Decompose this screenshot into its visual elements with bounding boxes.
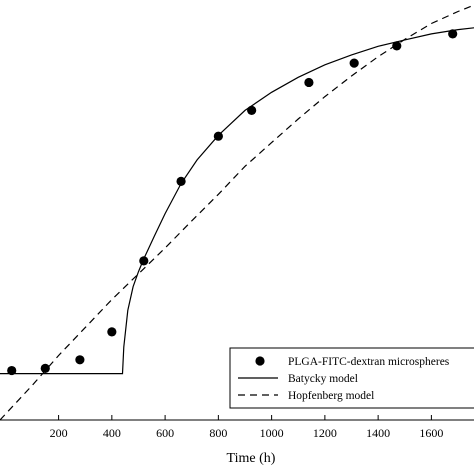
data-point	[247, 105, 257, 115]
data-point	[213, 131, 223, 141]
x-tick-label: 800	[209, 426, 227, 440]
x-tick-label: 200	[50, 426, 68, 440]
data-point	[349, 58, 359, 68]
series-layer	[0, 4, 474, 421]
x-tick-label: 1400	[366, 426, 390, 440]
legend: PLGA-FITC-dextran microspheres Batycky mo…	[229, 347, 474, 409]
data-point	[392, 41, 402, 51]
data-point	[75, 355, 85, 365]
batycky-model-line	[0, 27, 474, 375]
data-point	[448, 29, 458, 39]
data-point	[176, 176, 186, 186]
x-tick-label: 1000	[260, 426, 284, 440]
x-axis-label: Time (h)	[227, 451, 276, 466]
data-point	[7, 365, 17, 376]
data-point	[107, 327, 117, 337]
x-tick-label: 400	[103, 426, 121, 440]
x-tick-label: 600	[156, 426, 174, 440]
legend-label: PLGA-FITC-dextran microspheres	[288, 356, 450, 368]
x-axis-ticks: 200 400 600 800 1000 1200 1400 1600	[50, 415, 443, 440]
data-point	[139, 256, 149, 266]
x-tick-label: 1600	[419, 426, 443, 440]
data-point	[40, 363, 50, 373]
hopfenberg-model-line	[0, 4, 474, 421]
x-tick-label: 1200	[313, 426, 337, 440]
legend-label: Hopfenberg model	[288, 390, 374, 402]
legend-label: Batycky model	[288, 373, 358, 385]
data-point	[304, 77, 314, 88]
legend-marker	[255, 356, 265, 366]
